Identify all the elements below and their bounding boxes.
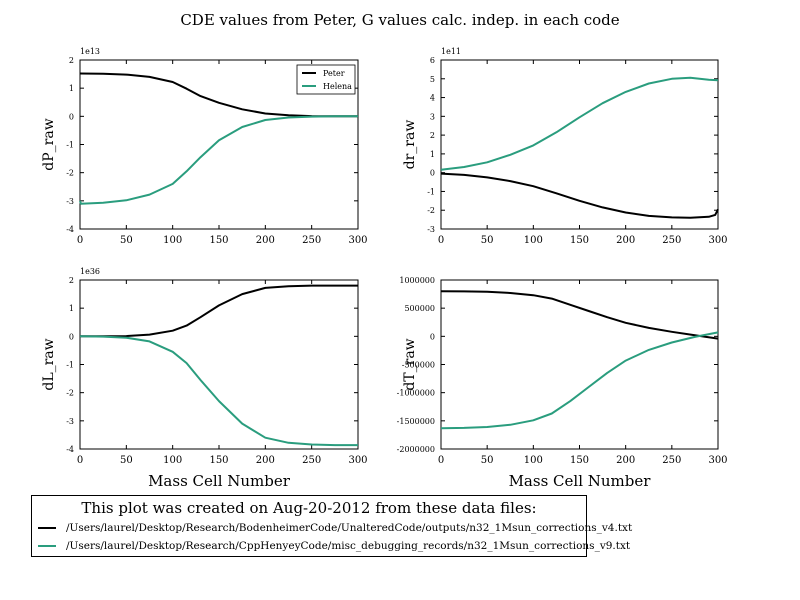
panel-3-xtick-label: 250	[302, 455, 321, 466]
panel-4-ytick-label: 0	[430, 332, 435, 341]
panel-2-ytick-label: 6	[430, 56, 435, 65]
panel-1-series-helena	[79, 115, 358, 205]
panel-3-ytick-label: 1	[69, 304, 74, 313]
legend-label-peter: Peter	[323, 69, 345, 78]
panel-3-ytick-label: 2	[69, 276, 74, 285]
panel-3-series-helena	[79, 335, 358, 447]
panel-3-xtick-label: 0	[77, 455, 83, 466]
panel-2-ytick-label: 2	[430, 131, 435, 140]
panel-4: 0 50 100 150 200 250 300 1000000 500000 0 -500000 -…	[397, 276, 728, 490]
panel-3-xtick-label: 150	[209, 455, 228, 466]
panel-3-xtick-label: 200	[256, 455, 275, 466]
panel-2-series-helena	[440, 76, 719, 171]
file-path-peter: /Users/laurel/Desktop/Research/Bodenheim…	[66, 522, 633, 534]
panel-3-exponent-label: 1e36	[80, 267, 100, 276]
panel-4-ylabel: dT_raw	[402, 338, 418, 390]
panel-4-xlabel: Mass Cell Number	[509, 472, 652, 490]
file-path-helena: /Users/laurel/Desktop/Research/CppHenyey…	[66, 540, 631, 552]
panel-3-ytick-label: -2	[66, 389, 74, 398]
panel-2-axes-frame	[440, 59, 719, 230]
panel-4-ytick-label: -2000000	[397, 445, 435, 454]
panel-4-xtick-label: 0	[438, 455, 444, 466]
panel-2-exponent-label: 1e11	[441, 47, 461, 56]
panel-4-xtick-label: 100	[524, 455, 543, 466]
panel-2-xtick-label: 200	[616, 235, 635, 246]
panel-3-ylabel: dL_raw	[41, 338, 57, 390]
file-entry-helena: /Users/laurel/Desktop/Research/CppHenyey…	[38, 540, 630, 554]
panel-3-series-peter	[80, 284, 358, 338]
panel-3-xtick-label: 100	[163, 455, 182, 466]
panel-3-xtick-label: 50	[120, 455, 133, 466]
panel-3-ytick-label: -3	[66, 417, 74, 426]
panel-4-ytick-label: 500000	[404, 304, 435, 313]
panel-2: 0 50 100 150 200 250 300 6 5 4 3 2 1 0 -1 -2 -3 1e11 dr_ra…	[402, 47, 728, 246]
panel-1: 0 50 100 150 200 250 300 2 1 0 -1 -2 -3 -4 1e13 dP_raw P…	[41, 47, 368, 246]
panel-4-ytick-label: -1000000	[397, 389, 435, 398]
panel-2-xtick-label: 50	[481, 235, 494, 246]
panel-1-exponent-label: 1e13	[80, 47, 100, 56]
panel-4-ytick-label: 1000000	[399, 276, 435, 285]
panel-2-ytick-label: 0	[430, 169, 435, 178]
panel-2-ytick-label: -3	[427, 225, 435, 234]
panel-2-ytick-label: 1	[430, 150, 435, 159]
panel-2-xtick-label: 0	[438, 235, 444, 246]
panel-4-series-helena	[440, 331, 719, 430]
panel-2-ytick-label: 5	[430, 75, 435, 84]
panel-3-xtick-label: 300	[348, 455, 367, 466]
panel-3-ytick-label: 0	[69, 332, 74, 341]
panel-4-xtick-label: 200	[616, 455, 635, 466]
panel-2-xtick-label: 300	[708, 235, 727, 246]
panel-3-ytick-label: -4	[66, 445, 74, 454]
panel-3: 0 50 100 150 200 250 300 2 1 0 -1 -2 -3 -4 1e36 dL_raw M…	[41, 267, 368, 490]
data-files-box: This plot was created on Aug-20-2012 fro…	[31, 495, 632, 557]
panel-2-ylabel: dr_raw	[402, 120, 418, 170]
panel-2-ytick-label: -2	[427, 206, 435, 215]
panel-1-ylabel: dP_raw	[41, 118, 57, 170]
panel-4-ytick-label: -1500000	[397, 417, 435, 426]
panel-1-ytick-label: 1	[69, 84, 74, 93]
panel-1-xtick-label: 150	[209, 235, 228, 246]
panel-3-ytick-label: -1	[66, 361, 74, 370]
panel-1-ytick-label: -3	[66, 197, 74, 206]
legend-box	[296, 64, 356, 95]
panel-1-ytick-label: -1	[66, 141, 74, 150]
panel-2-xtick-label: 250	[662, 235, 681, 246]
panel-1-ytick-label: -2	[66, 169, 74, 178]
panel-2-series-peter	[440, 172, 719, 219]
panel-1-xtick-label: 200	[256, 235, 275, 246]
panel-4-series-peter	[440, 290, 719, 340]
panel-4-xtick-label: 250	[662, 455, 681, 466]
panel-1-ytick-label: -4	[66, 225, 74, 234]
peter-swatch	[38, 527, 56, 529]
panel-2-xtick-label: 150	[570, 235, 589, 246]
panel-1-xtick-label: 0	[77, 235, 83, 246]
chart-title: CDE values from Peter, G values calc. in…	[180, 11, 619, 29]
panel-2-xtick-label: 100	[524, 235, 543, 246]
panel-3-xlabel: Mass Cell Number	[148, 472, 291, 490]
panel-1-xtick-label: 300	[348, 235, 367, 246]
panel-1-ytick-label: 0	[69, 112, 74, 121]
subplot-grid: 0 50 100 150 200 250 300210-1-2-3-41e13dP_rawP…	[41, 47, 728, 490]
panel-1-xtick-label: 250	[302, 235, 321, 246]
legend-label-helena: Helena	[323, 82, 352, 91]
panel-4-xtick-label: 150	[570, 455, 589, 466]
panel-2-ytick-label: -1	[427, 187, 435, 196]
panel-1-ytick-label: 2	[69, 56, 74, 65]
panel-4-xtick-label: 50	[481, 455, 494, 466]
panel-2-ytick-label: 3	[430, 112, 435, 121]
files-box-title: This plot was created on Aug-20-2012 fro…	[81, 499, 537, 517]
panel-4-ytick-label: -500000	[402, 361, 435, 370]
panel-4-axes-frame	[440, 279, 719, 450]
file-entry-peter: /Users/laurel/Desktop/Research/Bodenheim…	[38, 522, 632, 536]
helena-swatch	[38, 545, 56, 547]
panel-2-ytick-label: 4	[430, 94, 435, 103]
panel-1-xtick-label: 50	[120, 235, 133, 246]
panel-4-xtick-label: 300	[708, 455, 727, 466]
panel-1-xtick-label: 100	[163, 235, 182, 246]
